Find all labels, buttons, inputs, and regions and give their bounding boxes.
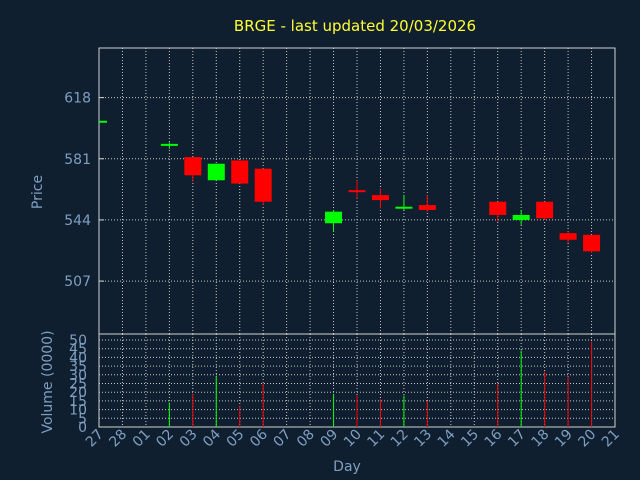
candle-body	[325, 211, 343, 224]
x-tick-label: 01	[130, 427, 154, 451]
volume-tick-label: 20	[69, 385, 87, 401]
candle-body	[99, 120, 107, 123]
x-tick-label: 17	[505, 427, 529, 451]
x-axis-label: Day	[333, 459, 361, 475]
volume-tick-label: 15	[69, 394, 87, 410]
candle-body	[371, 195, 389, 201]
candles	[99, 120, 601, 253]
volume-tick-label: 10	[69, 403, 87, 419]
volume-tick-label: 50	[69, 333, 87, 349]
x-tick-label: 02	[153, 427, 177, 451]
x-tick-label: 13	[411, 427, 435, 451]
volume-tick-label: 45	[69, 342, 87, 358]
candle-body	[512, 214, 530, 220]
candle-body	[418, 205, 436, 211]
chart-title: BRGE - last updated 20/03/2026	[234, 17, 476, 35]
x-tick-label: 14	[435, 426, 459, 450]
candle-body	[160, 143, 178, 146]
candle-body	[254, 168, 272, 202]
x-tick-label: 07	[271, 427, 295, 451]
price-tick-label: 618	[64, 91, 91, 107]
x-tick-label: 18	[529, 427, 553, 451]
price-tick-label: 507	[64, 274, 91, 290]
price-axis-label: Price	[30, 175, 46, 209]
volume-tick-label: 35	[69, 359, 87, 375]
x-tick-label: 20	[575, 427, 599, 451]
candle-body	[559, 233, 577, 240]
x-tick-label: 10	[341, 427, 365, 451]
price-tick-label: 581	[64, 152, 91, 168]
candle-body	[395, 206, 413, 209]
x-tick-label: 12	[388, 427, 412, 451]
x-tick-label: 03	[177, 427, 201, 451]
candle-body	[184, 157, 202, 176]
volume-axis-label: Volume (0000)	[40, 330, 56, 433]
x-tick-label: 09	[317, 427, 341, 451]
x-tick-label: 15	[458, 427, 482, 451]
price-ticks: 618 581 544 507	[64, 91, 104, 290]
volume-tick-label: 40	[69, 350, 87, 366]
volume-tick-label: 25	[69, 377, 87, 393]
x-tick-label: 04	[200, 426, 224, 450]
price-tick-label: 544	[64, 213, 91, 229]
x-tick-label: 28	[106, 427, 130, 451]
volume-tick-label: 5	[78, 411, 87, 427]
candle-body	[583, 234, 601, 252]
x-tick-label: 21	[599, 427, 623, 451]
x-tick-label: 08	[294, 427, 318, 451]
x-tick-label: 16	[482, 426, 506, 450]
x-tick-label: 19	[552, 427, 576, 451]
candle-body	[536, 201, 554, 219]
candle-body	[207, 163, 225, 181]
volume-tick-label: 30	[69, 368, 87, 384]
x-tick-label: 11	[364, 427, 388, 451]
candle-body	[231, 160, 249, 184]
x-axis-ticks: 27 28 01 02 03 04 05 06 07 08 09 10 11 12 13 14 15 16 17 18…	[83, 426, 623, 450]
candle-body	[489, 201, 507, 215]
x-tick-label: 06	[247, 426, 271, 450]
volume-bars	[168, 341, 593, 427]
volume-tick-label: 0	[78, 420, 87, 436]
candle-body	[348, 190, 366, 193]
x-tick-label: 05	[224, 427, 248, 451]
